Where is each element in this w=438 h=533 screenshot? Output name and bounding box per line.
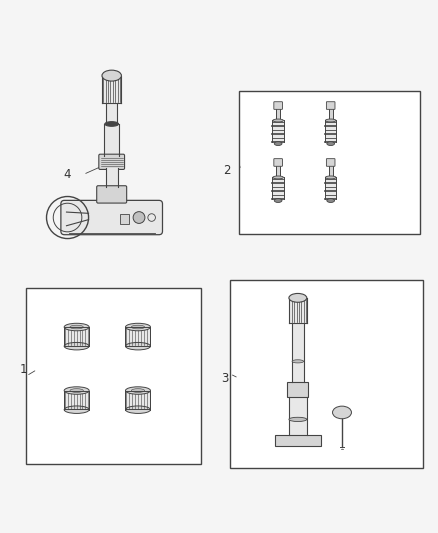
FancyBboxPatch shape (275, 434, 321, 446)
Bar (328, 166, 333, 177)
Ellipse shape (131, 325, 145, 329)
FancyBboxPatch shape (326, 102, 335, 109)
Ellipse shape (131, 389, 145, 392)
Ellipse shape (64, 324, 89, 331)
FancyBboxPatch shape (326, 159, 335, 166)
Ellipse shape (125, 342, 151, 350)
Ellipse shape (274, 199, 282, 203)
Bar (26, 288, 201, 464)
FancyBboxPatch shape (99, 154, 124, 169)
Bar (292, 323, 304, 382)
Text: 3: 3 (221, 372, 229, 385)
Bar (125, 327, 151, 346)
Bar (276, 166, 280, 177)
Bar (102, 76, 121, 103)
Ellipse shape (289, 294, 307, 302)
Ellipse shape (70, 389, 83, 392)
Circle shape (148, 214, 155, 221)
Ellipse shape (274, 142, 282, 146)
Bar (64, 327, 89, 346)
Ellipse shape (327, 142, 335, 146)
Ellipse shape (64, 387, 89, 394)
Bar (64, 391, 89, 410)
Bar (325, 120, 336, 142)
Bar (106, 168, 118, 187)
Bar (239, 91, 420, 233)
Ellipse shape (289, 417, 307, 422)
Bar (289, 298, 307, 323)
Circle shape (133, 212, 145, 223)
Ellipse shape (64, 342, 89, 350)
Bar (276, 109, 280, 120)
FancyBboxPatch shape (97, 185, 127, 203)
Bar (272, 120, 284, 142)
Bar (106, 103, 117, 124)
Ellipse shape (325, 119, 336, 122)
Ellipse shape (125, 387, 151, 394)
Ellipse shape (70, 325, 83, 329)
Bar (289, 397, 307, 434)
Bar (230, 280, 423, 468)
Ellipse shape (125, 406, 151, 414)
Bar (328, 109, 333, 120)
Ellipse shape (125, 324, 151, 331)
Bar (104, 124, 119, 156)
Ellipse shape (325, 176, 336, 179)
Text: 1: 1 (20, 363, 27, 376)
Ellipse shape (102, 70, 121, 81)
Bar (120, 214, 128, 224)
Bar (325, 177, 336, 199)
Text: 4: 4 (64, 168, 71, 181)
Ellipse shape (105, 122, 119, 126)
FancyBboxPatch shape (274, 102, 283, 109)
FancyBboxPatch shape (287, 382, 308, 397)
Bar (272, 177, 284, 199)
Text: 2: 2 (223, 164, 231, 176)
Ellipse shape (292, 360, 304, 363)
Ellipse shape (64, 406, 89, 414)
Bar (125, 391, 151, 410)
Ellipse shape (327, 199, 335, 203)
Ellipse shape (273, 119, 283, 122)
Ellipse shape (273, 176, 283, 179)
FancyBboxPatch shape (274, 159, 283, 166)
FancyBboxPatch shape (61, 200, 162, 235)
Ellipse shape (332, 406, 351, 419)
